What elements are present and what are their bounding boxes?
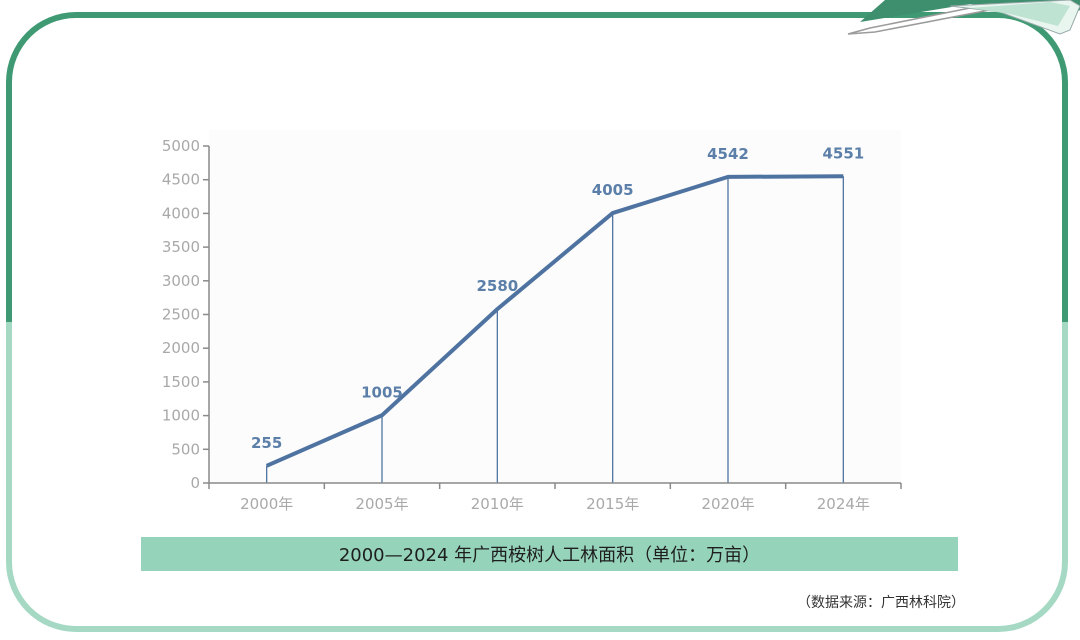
y-tick-label: 2000 <box>162 339 200 357</box>
x-tick-label: 2020年 <box>701 495 754 513</box>
chart-title: 2000—2024 年广西桉树人工林面积（单位：万亩） <box>338 545 761 566</box>
y-tick-label: 2500 <box>162 306 200 324</box>
frame-border-bottom <box>6 322 1068 632</box>
plot-background <box>209 130 901 483</box>
data-label: 4551 <box>822 144 864 162</box>
y-tick-label: 4000 <box>162 204 200 222</box>
x-tick-label: 2000年 <box>240 495 293 513</box>
series-line-group <box>265 174 844 468</box>
data-label: 2580 <box>476 277 518 295</box>
series-line <box>265 174 844 468</box>
y-tick-label: 1000 <box>162 407 200 425</box>
corner-decoration <box>847 0 1080 35</box>
y-tick-label: 500 <box>171 440 200 458</box>
x-tick-label: 2005年 <box>355 495 408 513</box>
source-note: （数据来源：广西林科院） <box>797 595 965 611</box>
x-axis-ticks: 2000年 2005年 2010年 2015年 2020年 2024年 <box>208 483 902 513</box>
frame-border-top <box>6 12 1068 322</box>
data-label: 4005 <box>592 181 634 199</box>
chart-caption: 2000—2024 年广西桉树人工林面积（单位：万亩） <box>141 537 958 571</box>
y-tick-label: 5000 <box>162 137 200 155</box>
y-tick-label: 3000 <box>162 272 200 290</box>
y-tick-label: 4500 <box>162 171 200 189</box>
y-tick-label: 0 <box>190 474 200 492</box>
y-tick-label: 1500 <box>162 373 200 391</box>
drop-lines <box>266 176 844 483</box>
y-axis-ticks: 0 500 1000 1500 2000 2500 3000 3500 4000 4500 5000 <box>162 137 209 492</box>
x-tick-label: 2015年 <box>586 495 639 513</box>
data-label: 255 <box>251 434 282 452</box>
y-tick-label: 3500 <box>162 238 200 256</box>
x-tick-label: 2024年 <box>817 495 870 513</box>
x-tick-label: 2010年 <box>471 495 524 513</box>
data-label: 1005 <box>361 383 403 401</box>
data-labels: 255 1005 2580 4005 4542 4551 <box>251 144 864 452</box>
data-label: 4542 <box>707 145 749 163</box>
